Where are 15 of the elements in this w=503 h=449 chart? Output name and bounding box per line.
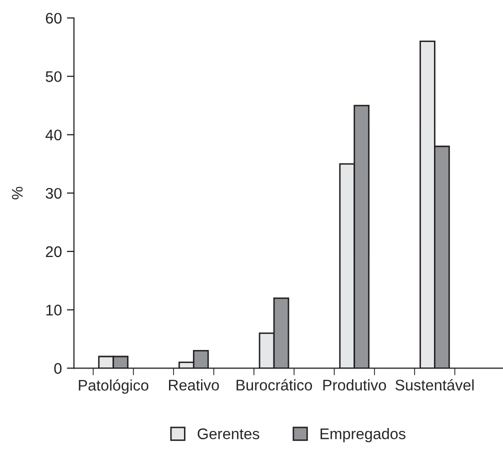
x-tick-label: Produtivo (323, 379, 386, 391)
legend-label: Gerentes (198, 428, 260, 440)
x-tick-label: Sustentável (395, 379, 474, 391)
legend-label: Empregados (320, 428, 406, 442)
x-tick-label: Patológico (78, 379, 148, 394)
y-tick-label: 10 (46, 304, 62, 316)
x-tick-label: Reativo (169, 379, 219, 391)
y-tick-label: 40 (45, 130, 62, 140)
y-tick-label: 20 (46, 246, 62, 258)
y-axis-title: % (12, 186, 23, 200)
y-tick-label: 30 (46, 188, 62, 199)
y-tick-label: 50 (46, 71, 62, 82)
y-tick-label: 60 (46, 12, 62, 24)
y-tick-label: 0 (54, 363, 62, 374)
x-tick-label: Burocrático (236, 379, 312, 391)
